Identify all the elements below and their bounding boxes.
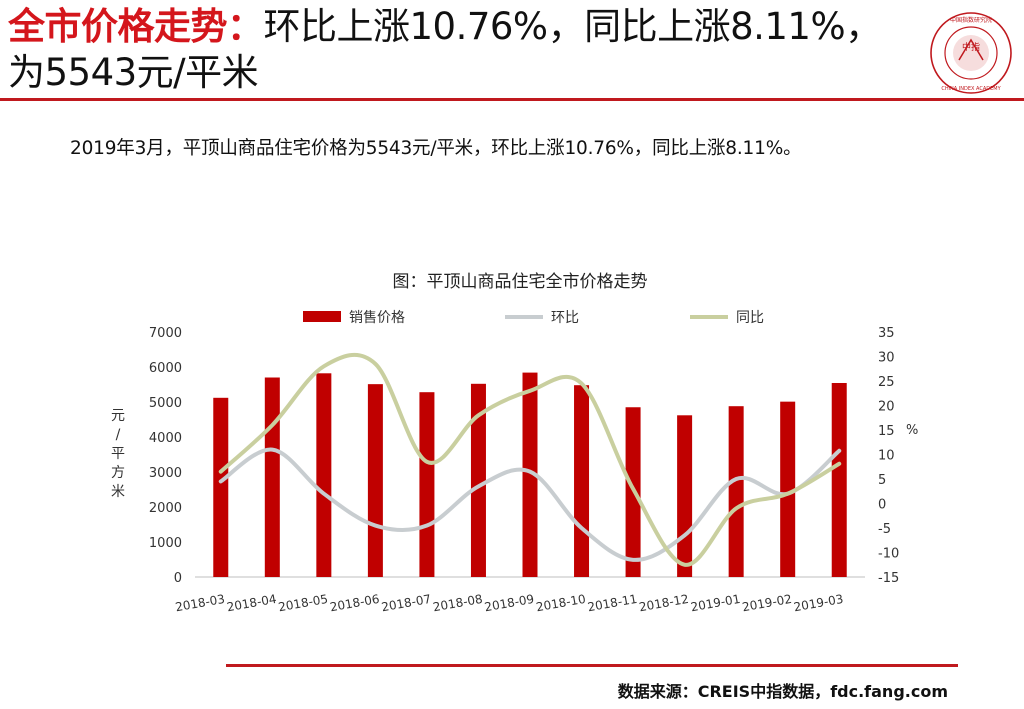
legend-label: 环比 [551, 310, 579, 326]
legend-label: 销售价格 [349, 310, 405, 326]
price-trend-chart: 图：平顶山商品住宅全市价格走势 销售价格 环比 同比 0 1000 2000 3000 40… [111, 272, 918, 614]
price-bar [419, 392, 435, 577]
left-axis-label-char: 元 [111, 408, 125, 424]
right-tick-label: -5 [878, 522, 891, 537]
price-bar [213, 397, 229, 577]
x-tick-label: 2019-01 [690, 592, 742, 614]
series-line [218, 352, 842, 567]
page-title-rest: 环比上涨10.76%，同比上涨8.11%，为5543元/平米 [8, 5, 882, 94]
x-tick-label: 2018-09 [483, 592, 535, 614]
series-line [218, 447, 842, 562]
left-tick-label: 7000 [149, 326, 182, 341]
right-tick-label: 30 [878, 351, 895, 366]
x-tick-label: 2018-11 [586, 592, 638, 614]
chart-title: 图：平顶山商品住宅全市价格走势 [393, 272, 648, 292]
left-tick-label: 4000 [149, 431, 182, 446]
logo-center-text: 中指 [962, 41, 980, 53]
x-tick-label: 2018-04 [226, 592, 278, 614]
x-tick-label: 2018-12 [638, 592, 690, 614]
right-tick-label: 15 [878, 424, 895, 439]
right-tick-label: 25 [878, 375, 895, 390]
right-tick-label: -10 [878, 547, 899, 562]
right-axis: -15 -10 -5 0 5 10 15 20 25 30 35% [878, 326, 918, 586]
left-tick-label: 1000 [149, 536, 182, 551]
logo-top-text: 中国指数研究院 [950, 16, 992, 24]
left-tick-label: 3000 [149, 466, 182, 481]
summary-text: 2019年3月，平顶山商品住宅价格为5543元/平米，环比上涨10.76%，同比… [70, 138, 802, 159]
x-tick-label: 2019-02 [741, 592, 793, 614]
price-bar [728, 406, 744, 577]
legend-swatch [303, 311, 341, 322]
right-tick-label: 0 [878, 498, 886, 513]
price-bar [264, 377, 280, 577]
x-tick-label: 2018-03 [174, 592, 226, 614]
x-tick-label: 2018-10 [535, 592, 587, 614]
price-bar [780, 401, 796, 577]
price-bar [367, 384, 383, 577]
left-tick-label: 5000 [149, 396, 182, 411]
right-axis-label: % [906, 423, 918, 438]
left-tick-label: 0 [174, 571, 182, 586]
right-tick-label: 10 [878, 449, 895, 464]
china-index-academy-logo: 中指 中国指数研究院 CHINA INDEX ACADEMY [930, 12, 1012, 94]
x-tick-label: 2019-03 [793, 592, 845, 614]
chart-legend: 销售价格 环比 同比 [303, 310, 764, 326]
logo-ring-text: CHINA INDEX ACADEMY [941, 86, 1001, 92]
x-tick-label: 2018-06 [329, 592, 381, 614]
title-divider [0, 98, 1024, 101]
legend-label: 同比 [736, 310, 764, 326]
left-axis-label-char: / [116, 427, 121, 443]
x-tick-label: 2018-08 [432, 592, 484, 614]
left-axis-label-char: 方 [111, 465, 125, 481]
data-source: 数据来源：CREIS中指数据，fdc.fang.com [617, 682, 948, 701]
right-tick-label: 5 [878, 473, 886, 488]
x-axis-ticks: 2018-03 2018-04 2018-05 2018-06 2018-07 2018-… [174, 592, 844, 614]
bar-series [213, 372, 847, 577]
price-bar [574, 385, 590, 577]
price-bar [470, 383, 486, 577]
left-tick-label: 6000 [149, 361, 182, 376]
price-bar [677, 415, 693, 577]
price-bar [831, 382, 847, 577]
left-axis-label-char: 平 [111, 446, 125, 462]
right-tick-label: 20 [878, 400, 895, 415]
left-tick-label: 2000 [149, 501, 182, 516]
right-tick-label: -15 [878, 571, 899, 586]
right-tick-label: 35 [878, 326, 895, 341]
line-series [218, 352, 842, 567]
left-axis-label-char: 米 [111, 484, 125, 500]
footer-divider [226, 664, 958, 667]
x-tick-label: 2018-07 [380, 592, 432, 614]
price-bar [522, 372, 538, 577]
left-axis: 0 1000 2000 3000 4000 5000 6000 7000 元 / 平方米 [111, 326, 182, 586]
page-title-highlight: 全市价格走势： [8, 5, 264, 48]
page-title: 全市价格走势：环比上涨10.76%，同比上涨8.11%，为5543元/平米 [8, 4, 908, 96]
price-bar [316, 373, 332, 577]
x-tick-label: 2018-05 [277, 592, 329, 614]
